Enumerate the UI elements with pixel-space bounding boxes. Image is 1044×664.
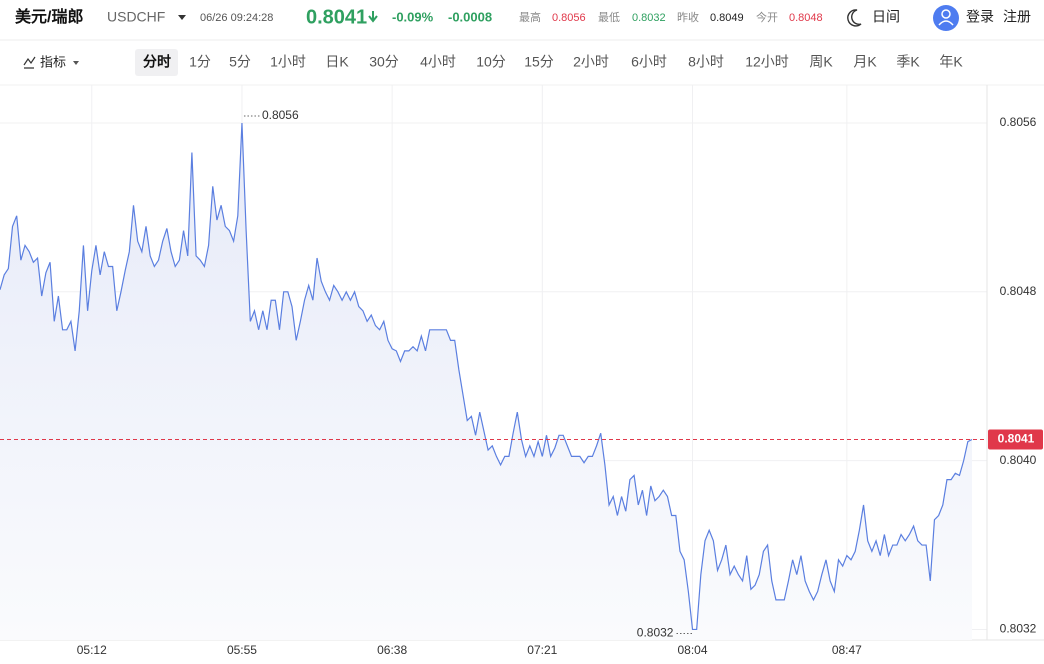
interval-button[interactable]: 周K (809, 54, 833, 70)
interval-button[interactable]: 10分 (476, 54, 506, 70)
symbol-caret[interactable] (178, 15, 186, 20)
interval-button[interactable]: 5分 (229, 54, 251, 70)
stat-value: 0.8048 (789, 12, 823, 24)
change-pct: -0.09% (392, 9, 434, 24)
y-tick-label: 0.8048 (1000, 284, 1037, 298)
stat-value: 0.8056 (552, 12, 586, 24)
x-tick-label: 05:12 (77, 643, 107, 657)
active-interval-bg (135, 49, 178, 76)
interval-button[interactable]: 15分 (524, 54, 554, 70)
price-line (0, 122, 973, 631)
interval-button[interactable]: 12小时 (745, 54, 789, 70)
indicator-icon[interactable] (23, 56, 36, 69)
pair-name: 美元/瑞郎 (15, 7, 83, 26)
chart: 0.8032 0.8040 0.8048 0.8056 05:12 05:55 06:38 0… (0, 85, 1044, 657)
stat-label: 昨收 (677, 10, 699, 24)
y-tick-label: 0.8056 (1000, 115, 1037, 129)
interval-button[interactable]: 1分 (189, 54, 211, 70)
low-label: 0.8032 (637, 626, 674, 640)
interval-button[interactable]: 2小时 (573, 54, 609, 70)
interval-button[interactable]: 年K (939, 54, 963, 70)
interval-button[interactable]: 1小时 (270, 54, 306, 70)
stat-value: 0.8049 (710, 12, 744, 24)
login-link[interactable]: 登录 (966, 9, 994, 25)
x-tick-label: 06:38 (377, 643, 407, 657)
quote-time: 06/26 09:24:28 (200, 12, 273, 24)
interval-button[interactable]: 分时 (143, 54, 171, 70)
interval-button[interactable]: 8小时 (688, 54, 724, 70)
indicator-caret[interactable] (73, 61, 79, 65)
stat-label: 最低 (598, 11, 620, 24)
indicator-button[interactable]: 指标 (40, 54, 66, 69)
x-tick-label: 05:55 (227, 643, 257, 657)
header: 美元/瑞郎 USDCHF 06/26 09:24:28 0.8041 -0.09… (15, 5, 1031, 31)
stat-label: 今开 (756, 10, 778, 24)
x-tick-label: 08:47 (832, 643, 862, 657)
interval-button[interactable]: 30分 (369, 54, 399, 70)
stat-value: 0.8032 (632, 12, 666, 24)
change: -0.0008 (448, 9, 492, 24)
theme-toggle[interactable]: 日间 (872, 9, 900, 25)
toolbar: 指标 分时 1分 5分 1小时 日K 30分 4小时 10分 15分 2小时 6小时 8小时 12小时 周… (23, 49, 963, 76)
stat-label: 最高 (519, 10, 541, 24)
symbol[interactable]: USDCHF (107, 9, 165, 25)
last-price-label: 0.8041 (998, 432, 1035, 446)
interval-button[interactable]: 日K (325, 54, 349, 70)
avatar-head (941, 9, 951, 19)
y-tick-label: 0.8032 (1000, 622, 1037, 636)
high-label: 0.8056 (262, 108, 299, 122)
last-price: 0.8041 (306, 6, 367, 28)
y-tick-label: 0.8040 (1000, 453, 1037, 467)
interval-button[interactable]: 季K (896, 54, 920, 70)
interval-button[interactable]: 4小时 (420, 54, 456, 70)
register-link[interactable]: 注册 (1003, 9, 1031, 25)
moon-icon[interactable] (847, 9, 862, 27)
x-tick-label: 07:21 (527, 643, 557, 657)
price-area (0, 122, 972, 641)
interval-button[interactable]: 6小时 (631, 54, 667, 70)
interval-button[interactable]: 月K (853, 54, 877, 70)
x-tick-label: 08:04 (677, 643, 707, 657)
down-arrow (368, 11, 378, 23)
last-price-tag (988, 429, 1043, 450)
avatar-body (938, 20, 954, 26)
